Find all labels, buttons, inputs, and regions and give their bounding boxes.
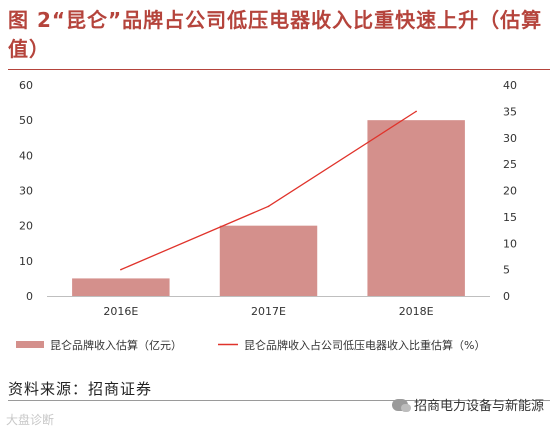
- y-left-tick-label: 0: [26, 290, 33, 303]
- y-left-tick-label: 30: [19, 185, 33, 198]
- legend-label-bar: 昆仑品牌收入估算（亿元）: [50, 338, 182, 352]
- bar-series: [72, 120, 465, 297]
- line-point: [267, 205, 270, 208]
- x-tick-label: 2016E: [103, 305, 138, 318]
- y-right-tick-label: 0: [503, 290, 510, 303]
- line-point: [415, 110, 417, 113]
- bar: [367, 120, 465, 297]
- y-right-tick-label: 5: [503, 264, 510, 277]
- bar: [219, 225, 318, 296]
- legend: 昆仑品牌收入估算（亿元） 昆仑品牌收入占公司低压电器收入比重估算（%）: [16, 338, 485, 352]
- y-right-tick-label: 20: [503, 185, 517, 198]
- axes: 0 10 20 30 40 50 60 0 5 10 15 20 25 30 35 40 2016E 2017E 2…: [19, 79, 517, 318]
- y-left-tick-label: 10: [19, 255, 33, 268]
- line-point: [120, 268, 122, 271]
- legend-swatch-bar: [16, 341, 44, 348]
- y-right-tick-label: 15: [503, 211, 517, 224]
- x-tick-label: 2018E: [399, 305, 434, 318]
- y-right-tick-label: 25: [503, 158, 517, 171]
- y-left-tick-label: 20: [19, 220, 33, 233]
- x-tick-label: 2017E: [251, 305, 286, 318]
- footer-divider: [8, 400, 550, 401]
- y-right-tick-label: 35: [503, 105, 517, 118]
- y-right-tick-label: 40: [503, 79, 517, 92]
- watermark-right: 招商电力设备与新能源: [391, 395, 544, 414]
- wechat-icon: [391, 398, 411, 412]
- y-right-tick-label: 10: [503, 237, 517, 250]
- watermark-left: 大盘诊断: [6, 413, 55, 427]
- line-series: [120, 110, 417, 271]
- combo-chart: 0 10 20 30 40 50 60 0 5 10 15 20 25 30 35 40 2016E 2017E 2…: [16, 79, 517, 352]
- chart-title: 图 2“昆仑”品牌占公司低压电器收入比重快速上升（估算值）: [8, 8, 543, 61]
- y-left-tick-label: 50: [19, 114, 33, 127]
- bar: [72, 278, 170, 296]
- legend-label-line: 昆仑品牌收入占公司低压电器收入比重估算（%）: [244, 338, 485, 352]
- y-left-tick-label: 60: [19, 79, 33, 92]
- source-note: 资料来源：招商证券: [8, 380, 153, 398]
- watermark-right-label: 招商电力设备与新能源: [413, 399, 544, 414]
- y-right-tick-label: 30: [503, 132, 517, 145]
- y-left-tick-label: 40: [19, 149, 33, 162]
- title-divider: [8, 69, 550, 70]
